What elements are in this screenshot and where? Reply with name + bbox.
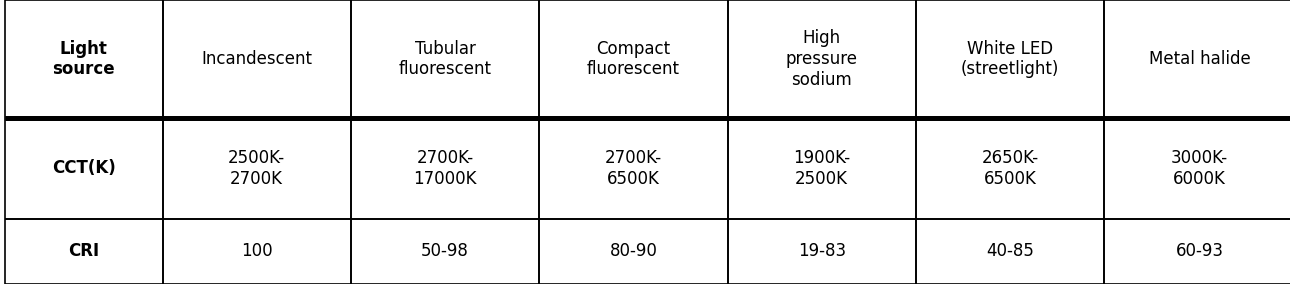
Bar — [539, 118, 728, 219]
Bar — [728, 219, 916, 284]
Text: White LED
(streetlight): White LED (streetlight) — [961, 39, 1059, 78]
Text: 40-85: 40-85 — [986, 242, 1035, 260]
Text: High
pressure
sodium: High pressure sodium — [786, 29, 858, 89]
Text: 1900K-
2500K: 1900K- 2500K — [793, 149, 850, 188]
Bar — [351, 0, 539, 118]
Text: 2500K-
2700K: 2500K- 2700K — [228, 149, 285, 188]
Text: 2700K-
17000K: 2700K- 17000K — [413, 149, 477, 188]
Bar — [5, 0, 163, 118]
Bar — [539, 0, 728, 118]
Bar — [5, 219, 163, 284]
Bar — [163, 219, 351, 284]
Bar — [728, 0, 916, 118]
Text: CCT(K): CCT(K) — [52, 159, 116, 177]
Text: Incandescent: Incandescent — [201, 50, 312, 68]
Text: 50-98: 50-98 — [421, 242, 470, 260]
Text: 60-93: 60-93 — [1175, 242, 1224, 260]
Bar — [539, 219, 728, 284]
Text: Light
source: Light source — [53, 39, 115, 78]
Bar — [1104, 219, 1290, 284]
Text: 3000K-
6000K: 3000K- 6000K — [1171, 149, 1228, 188]
Text: 100: 100 — [241, 242, 272, 260]
Bar — [5, 118, 163, 219]
Text: 2700K-
6500K: 2700K- 6500K — [605, 149, 662, 188]
Bar — [163, 0, 351, 118]
Text: 2650K-
6500K: 2650K- 6500K — [982, 149, 1038, 188]
Bar — [163, 118, 351, 219]
Bar — [728, 118, 916, 219]
Text: Metal halide: Metal halide — [1149, 50, 1250, 68]
Bar — [1104, 118, 1290, 219]
Bar — [351, 219, 539, 284]
Text: Tubular
fluorescent: Tubular fluorescent — [399, 39, 491, 78]
Text: CRI: CRI — [68, 242, 99, 260]
Text: 80-90: 80-90 — [609, 242, 658, 260]
Bar — [916, 0, 1104, 118]
Text: Compact
fluorescent: Compact fluorescent — [587, 39, 680, 78]
Bar — [351, 118, 539, 219]
Text: 19-83: 19-83 — [797, 242, 846, 260]
Bar — [916, 219, 1104, 284]
Bar — [916, 118, 1104, 219]
Bar — [1104, 0, 1290, 118]
